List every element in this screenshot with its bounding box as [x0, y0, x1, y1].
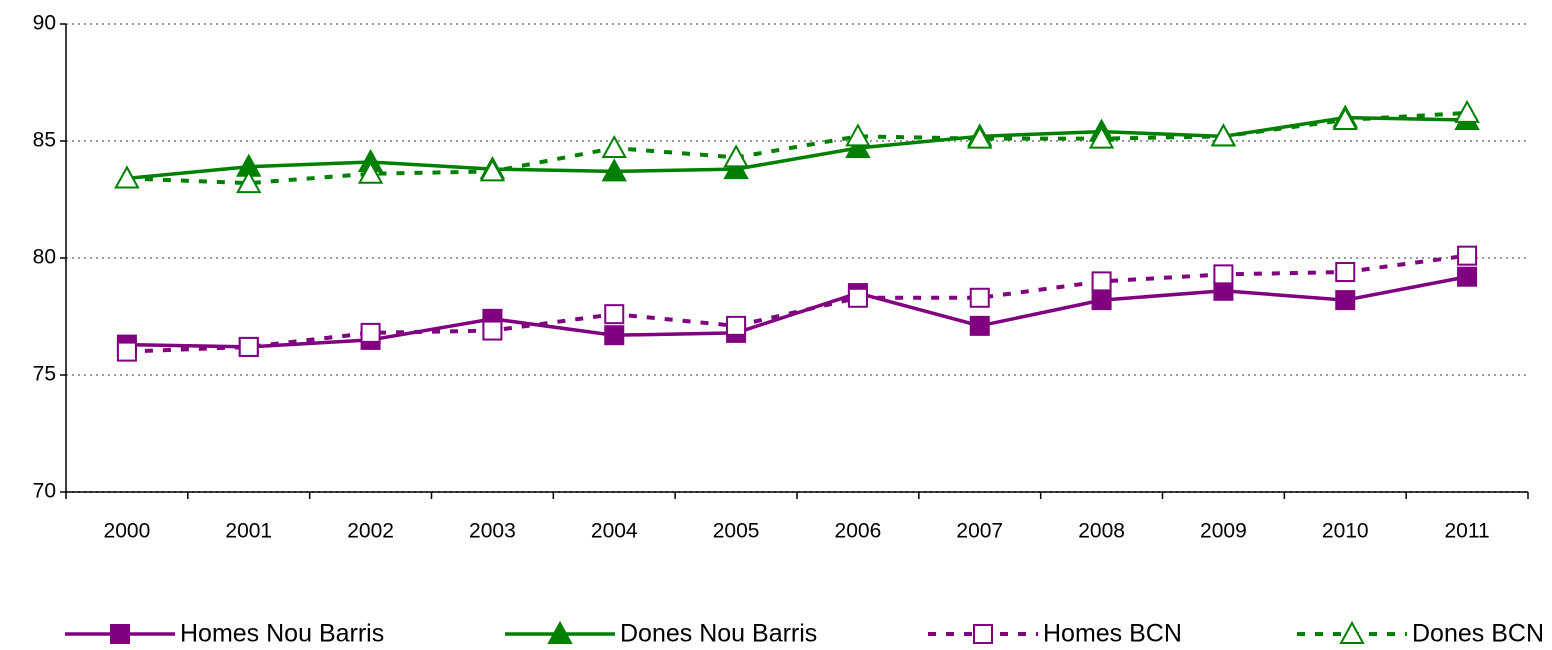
marker	[969, 287, 990, 308]
marker	[1332, 106, 1358, 130]
marker	[847, 287, 868, 308]
marker	[116, 341, 137, 362]
series-line	[126, 253, 1468, 354]
marker	[1091, 290, 1112, 311]
marker	[1213, 280, 1234, 301]
y-tick-label: 85	[33, 129, 56, 152]
x-tick-label: 2007	[956, 520, 1003, 543]
x-tick-label: 2002	[347, 520, 394, 543]
marker	[601, 158, 627, 182]
y-tick-label: 90	[33, 12, 56, 35]
marker	[1210, 123, 1237, 147]
marker	[238, 336, 259, 357]
marker	[360, 322, 381, 343]
marker	[236, 170, 262, 194]
marker	[1335, 290, 1356, 311]
marker	[482, 320, 503, 341]
marker	[357, 160, 384, 184]
marker	[845, 123, 871, 147]
marker	[845, 134, 871, 159]
marker	[1457, 245, 1478, 266]
marker	[601, 134, 627, 159]
x-tick-label: 2009	[1200, 520, 1247, 543]
x-tick-label: 2005	[713, 520, 760, 543]
y-tick-label: 70	[33, 480, 56, 503]
marker	[1457, 266, 1478, 287]
x-tick-label: 2000	[104, 520, 151, 543]
marker	[723, 156, 749, 180]
legend-marker	[973, 624, 993, 644]
x-tick-label: 2001	[225, 520, 272, 543]
x-tick-label: 2004	[591, 520, 638, 543]
x-tick-label: 2010	[1322, 520, 1369, 543]
legend-text: Dones Nou Barris	[620, 620, 817, 648]
legend-marker	[1339, 620, 1365, 644]
legend-text: Dones BCN	[1412, 620, 1544, 648]
x-tick-label: 2003	[469, 520, 516, 543]
marker	[1454, 99, 1480, 123]
marker	[1213, 264, 1234, 285]
series-line	[126, 110, 1468, 186]
y-tick-label: 75	[33, 363, 56, 386]
marker	[114, 165, 140, 189]
x-tick-label: 2011	[1444, 520, 1489, 543]
marker	[723, 144, 749, 168]
marker	[604, 304, 625, 325]
legend-text: Homes Nou Barris	[180, 620, 384, 648]
marker	[479, 158, 506, 182]
x-tick-label: 2008	[1078, 520, 1125, 543]
marker	[1088, 125, 1115, 149]
legend-marker	[110, 624, 130, 644]
marker	[1091, 271, 1112, 292]
marker	[726, 315, 747, 336]
marker	[967, 125, 993, 149]
x-tick-label: 2006	[835, 520, 882, 543]
legend-marker	[547, 620, 573, 644]
marker	[1335, 262, 1356, 283]
marker	[969, 315, 990, 336]
marker	[604, 325, 625, 346]
y-tick-label: 80	[33, 246, 56, 269]
legend-text: Homes BCN	[1043, 620, 1182, 648]
